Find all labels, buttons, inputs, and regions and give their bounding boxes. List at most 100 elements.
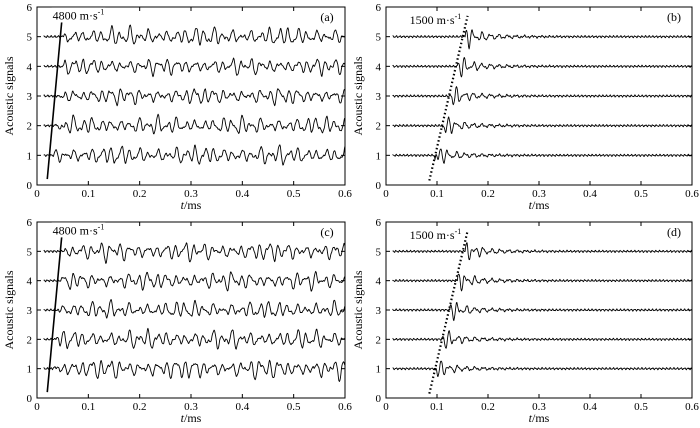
x-tick-label: 0.4 bbox=[235, 401, 249, 413]
velocity-label-bg bbox=[408, 226, 463, 242]
y-tick-label: 0 bbox=[376, 393, 382, 405]
y-tick-label: 5 bbox=[376, 32, 382, 44]
y-axis-label: Acoustic signals bbox=[2, 56, 16, 135]
x-tick-label: 0.4 bbox=[583, 188, 597, 200]
x-tick-label: 0.3 bbox=[184, 401, 198, 413]
x-tick-label: 0.1 bbox=[430, 188, 444, 200]
signal-trace-3 bbox=[43, 299, 346, 319]
y-tick-label: 3 bbox=[376, 305, 382, 317]
signal-trace-5 bbox=[392, 242, 693, 261]
x-tick-label: 0.2 bbox=[133, 401, 147, 413]
y-tick-label: 5 bbox=[27, 32, 33, 44]
y-tick-label: 2 bbox=[27, 121, 33, 133]
velocity-moveout-line bbox=[46, 226, 64, 393]
y-axis-label: Acoustic signals bbox=[351, 56, 365, 135]
y-tick-label: 0 bbox=[27, 180, 33, 192]
signal-trace-2 bbox=[392, 116, 693, 134]
signal-trace-2 bbox=[43, 327, 346, 350]
y-tick-label: 2 bbox=[376, 121, 382, 133]
velocity-label: 4800 m·s-1 bbox=[53, 222, 105, 237]
x-tick-label: 0.4 bbox=[583, 401, 597, 413]
y-tick-label: 4 bbox=[27, 61, 33, 73]
panel-tag: (a) bbox=[320, 10, 333, 24]
panel-c: 0 0.1 0.2 0.3 0.4 0.5 0.6 0 1 2 3 4 5 6 t/ms Acoustic s… bbox=[2, 217, 352, 425]
signal-trace-3 bbox=[43, 88, 346, 107]
x-tick-label: 0.6 bbox=[685, 401, 699, 413]
x-tick-label: 0.2 bbox=[481, 188, 495, 200]
y-tick-label: 6 bbox=[27, 2, 33, 14]
signal-trace-3 bbox=[392, 86, 693, 106]
x-tick-label: 0.3 bbox=[532, 401, 546, 413]
x-tick-label: 0.3 bbox=[184, 188, 198, 200]
y-tick-label: 3 bbox=[376, 91, 382, 103]
signal-trace-1 bbox=[43, 144, 346, 166]
y-tick-label: 5 bbox=[376, 246, 382, 258]
velocity-moveout-line bbox=[428, 15, 469, 181]
y-tick-label: 0 bbox=[376, 180, 382, 192]
y-tick-label: 5 bbox=[27, 246, 33, 258]
x-tick-label: 0.5 bbox=[634, 401, 648, 413]
signal-trace-5 bbox=[43, 242, 346, 264]
signal-trace-5 bbox=[43, 24, 346, 46]
x-tick-label: 0.5 bbox=[287, 188, 301, 200]
x-axis-label: t/ms bbox=[181, 198, 202, 212]
y-tick-label: 1 bbox=[27, 150, 33, 162]
y-tick-label: 6 bbox=[27, 217, 33, 229]
panel-d: 0 0.1 0.2 0.3 0.4 0.5 0.6 0 1 2 3 4 5 6 t/ms Acoustic s… bbox=[351, 217, 699, 425]
signal-trace-4 bbox=[392, 273, 693, 292]
x-tick-label: 0.5 bbox=[634, 188, 648, 200]
signal-trace-2 bbox=[43, 113, 346, 135]
signal-trace-2 bbox=[392, 330, 693, 349]
y-tick-label: 3 bbox=[27, 91, 33, 103]
x-tick-label: 0.5 bbox=[287, 401, 301, 413]
signal-trace-1 bbox=[392, 148, 693, 164]
y-tick-label: 4 bbox=[376, 276, 382, 288]
x-tick-label: 0.1 bbox=[430, 401, 444, 413]
signal-trace-5 bbox=[392, 29, 693, 50]
x-tick-label: 0.2 bbox=[133, 188, 147, 200]
velocity-label-bg bbox=[408, 11, 463, 27]
signal-trace-4 bbox=[43, 57, 346, 78]
x-axis-label: t/ms bbox=[529, 198, 550, 212]
signal-trace-1 bbox=[392, 360, 693, 377]
signal-trace-3 bbox=[392, 302, 693, 322]
x-tick-label: 0 bbox=[34, 188, 40, 200]
y-tick-label: 4 bbox=[27, 276, 33, 288]
x-axis-label: t/ms bbox=[529, 411, 550, 425]
panel-tag: (c) bbox=[320, 225, 333, 239]
y-axis-label: Acoustic signals bbox=[351, 270, 365, 349]
x-tick-label: 0.6 bbox=[338, 188, 352, 200]
y-tick-label: 6 bbox=[376, 217, 382, 229]
velocity-label: 4800 m·s-1 bbox=[53, 7, 105, 22]
y-tick-label: 6 bbox=[376, 2, 382, 14]
y-tick-label: 0 bbox=[27, 393, 33, 405]
y-tick-label: 1 bbox=[376, 364, 382, 376]
velocity-label: 1500 m·s-1 bbox=[410, 227, 462, 242]
signal-trace-4 bbox=[392, 57, 693, 78]
y-tick-label: 4 bbox=[376, 61, 382, 73]
y-tick-label: 1 bbox=[376, 150, 382, 162]
x-tick-label: 0.2 bbox=[481, 401, 495, 413]
panel-tag: (b) bbox=[667, 10, 681, 24]
x-tick-label: 0.6 bbox=[685, 188, 699, 200]
x-tick-label: 0.1 bbox=[81, 188, 95, 200]
velocity-moveout-line bbox=[428, 230, 469, 394]
signal-trace-1 bbox=[43, 359, 346, 382]
x-tick-label: 0.3 bbox=[532, 188, 546, 200]
y-tick-label: 1 bbox=[27, 364, 33, 376]
x-tick-label: 0.6 bbox=[338, 401, 352, 413]
x-tick-label: 0 bbox=[34, 401, 40, 413]
panel-b: 0 0.1 0.2 0.3 0.4 0.5 0.6 0 1 2 3 4 5 6 t/ms Acoustic s… bbox=[351, 2, 699, 212]
velocity-label-bg bbox=[51, 222, 106, 238]
x-tick-label: 0 bbox=[383, 188, 389, 200]
panel-tag: (d) bbox=[667, 225, 681, 239]
y-tick-label: 2 bbox=[27, 334, 33, 346]
signal-trace-4 bbox=[43, 270, 346, 292]
x-tick-label: 0 bbox=[383, 401, 389, 413]
x-tick-label: 0.1 bbox=[81, 401, 95, 413]
y-axis-label: Acoustic signals bbox=[2, 270, 16, 349]
x-axis-label: t/ms bbox=[181, 411, 202, 425]
panel-a: 0 0.1 0.2 0.3 0.4 0.5 0.6 0 1 2 3 4 5 6 t/ms Acoustic s… bbox=[2, 2, 352, 212]
y-tick-label: 3 bbox=[27, 305, 33, 317]
velocity-moveout-line bbox=[46, 11, 64, 180]
